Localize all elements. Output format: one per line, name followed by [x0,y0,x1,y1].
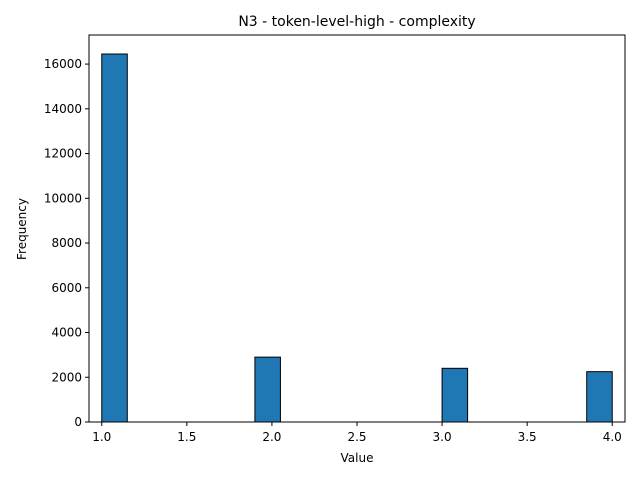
x-tick-label: 1.5 [177,430,196,444]
bars-group [101,53,613,423]
x-axis-label: Value [341,451,374,465]
y-tick-label: 12000 [44,147,82,161]
histogram-bar [254,356,281,423]
x-tick-label: 2.0 [262,430,281,444]
y-tick-label: 10000 [44,191,82,205]
y-tick-label: 4000 [51,326,82,340]
y-tick-label: 0 [74,415,82,429]
x-tick-label: 3.0 [433,430,452,444]
histogram-bar [101,53,128,423]
y-tick-label: 14000 [44,102,82,116]
x-tick-label: 4.0 [603,430,622,444]
plot-frame [88,34,626,423]
y-tick-label: 16000 [44,57,82,71]
y-axis-ticks: 0 2000 4000 6000 8000 10000 12000 14000 16000 [44,57,89,429]
x-axis-ticks: 1.0 1.5 2.0 2.5 3.0 3.5 4.0 [92,422,622,444]
histogram-bar [441,367,469,423]
x-tick-label: 1.0 [92,430,111,444]
y-tick-label: 6000 [51,281,82,295]
histogram-bar [586,371,613,423]
x-tick-label: 2.5 [347,430,366,444]
chart-title: N3 - token-level-high - complexity [238,14,475,30]
y-tick-label: 2000 [51,370,82,384]
y-axis-label: Frequency [15,198,29,260]
y-tick-label: 8000 [51,236,82,250]
x-tick-label: 3.5 [518,430,537,444]
